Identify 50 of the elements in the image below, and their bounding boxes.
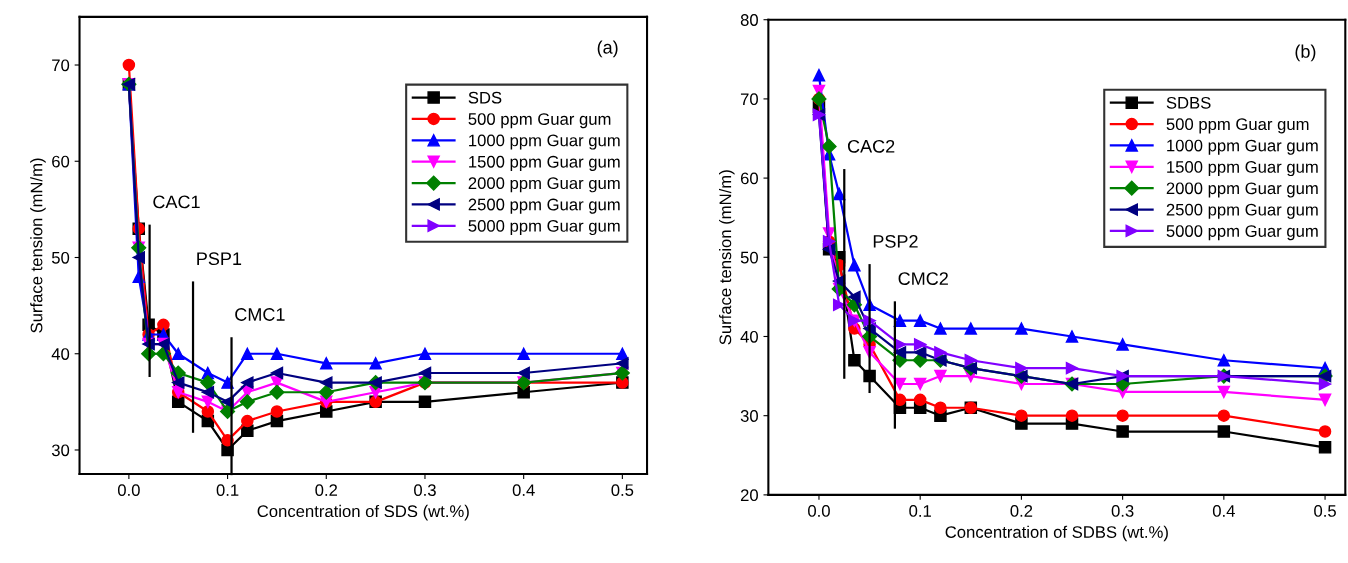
legend-label: 1500 ppm Guar gum bbox=[469, 155, 620, 171]
legend-label: 2500 ppm Guar gum bbox=[468, 198, 620, 214]
legend-label: 1000 ppm Guar gum bbox=[1167, 139, 1318, 155]
y-tick-label: 60 bbox=[740, 172, 758, 185]
legend-label: 5000 ppm Guar gum bbox=[1166, 225, 1318, 241]
legend-label: 500 ppm Guar gum bbox=[1166, 118, 1309, 134]
x-tick-label: 0.0 bbox=[117, 484, 140, 497]
x-tick-label: 0.3 bbox=[414, 484, 436, 497]
annotation: PSP2 bbox=[873, 234, 918, 248]
legend-label: 5000 ppm Guar gum bbox=[468, 219, 620, 236]
y-tick-label: 50 bbox=[51, 251, 70, 264]
x-tick-label: 0.2 bbox=[315, 484, 338, 497]
y-tick-label: 40 bbox=[51, 348, 70, 360]
x-tick-label: 0.5 bbox=[1314, 505, 1336, 517]
annotation: CMC2 bbox=[898, 272, 948, 285]
legend-label: 2000 ppm Guar gum bbox=[468, 177, 620, 193]
annotation: (b) bbox=[1295, 44, 1316, 62]
x-axis-title: Concentration of SDBS (wt.%) bbox=[945, 525, 1168, 542]
annotation: CAC1 bbox=[153, 195, 200, 209]
y-tick-label: 60 bbox=[52, 155, 70, 168]
annotation: (a) bbox=[597, 40, 618, 58]
legend-label: 2500 ppm Guar gum bbox=[1166, 203, 1318, 219]
legend-label: 1500 ppm Guar gum bbox=[1167, 161, 1318, 177]
legend-label: SDBS bbox=[1166, 96, 1211, 109]
legend-label: 2000 ppm Guar gum bbox=[1166, 182, 1318, 198]
x-tick-label: 0.5 bbox=[611, 484, 634, 497]
x-tick-label: 0.4 bbox=[1212, 505, 1235, 517]
x-tick-label: 0.1 bbox=[216, 484, 239, 497]
x-tick-label: 0.1 bbox=[909, 505, 931, 517]
y-tick-label: 80 bbox=[740, 14, 758, 26]
y-tick-label: 50 bbox=[740, 251, 758, 264]
y-tick-label: 20 bbox=[740, 489, 758, 502]
annotation: PSP1 bbox=[197, 252, 242, 266]
y-tick-label: 70 bbox=[740, 93, 758, 106]
y-axis-title: Surface tension (mN/m) bbox=[719, 170, 735, 345]
x-tick-label: 0.4 bbox=[512, 484, 535, 497]
y-axis-title: Surface tension (mN/m) bbox=[30, 158, 46, 333]
legend-label: SDS bbox=[468, 91, 502, 104]
y-tick-label: 40 bbox=[740, 330, 758, 343]
legend-label: 1000 ppm Guar gum bbox=[469, 134, 620, 150]
x-tick-label: 0.2 bbox=[1010, 505, 1033, 517]
legend-label: 500 ppm Guar gum bbox=[468, 113, 611, 129]
x-axis-title: Concentration of SDS (wt.%) bbox=[257, 504, 469, 521]
y-tick-label: 30 bbox=[740, 410, 758, 422]
x-tick-label: 0.3 bbox=[1111, 505, 1134, 517]
y-tick-label: 70 bbox=[52, 59, 70, 72]
y-tick-label: 30 bbox=[51, 444, 70, 457]
annotation: CMC1 bbox=[235, 308, 285, 321]
annotation: CAC2 bbox=[847, 139, 895, 153]
x-tick-label: 0.0 bbox=[808, 505, 830, 517]
